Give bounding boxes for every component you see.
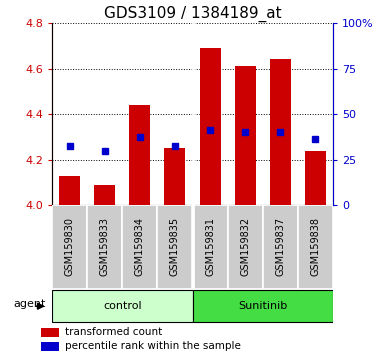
Bar [305, 150, 326, 205]
Text: GSM159835: GSM159835 [170, 217, 180, 276]
Text: GSM159831: GSM159831 [205, 217, 215, 276]
Bar [235, 66, 256, 205]
Bar [228, 205, 263, 289]
Text: agent: agent [13, 299, 45, 309]
Bar [199, 48, 221, 205]
Bar [164, 148, 186, 205]
Bar [263, 205, 298, 289]
Bar [52, 290, 192, 322]
Bar [192, 290, 333, 322]
Text: Sunitinib: Sunitinib [238, 301, 287, 311]
Text: GSM159837: GSM159837 [275, 217, 285, 276]
Bar [94, 185, 115, 205]
Text: GSM159832: GSM159832 [240, 217, 250, 276]
Bar [41, 342, 59, 351]
Bar [298, 205, 333, 289]
Bar [59, 176, 80, 205]
Text: GSM159830: GSM159830 [65, 217, 75, 276]
Bar [122, 205, 157, 289]
Bar [52, 205, 87, 289]
Bar [270, 59, 291, 205]
Text: percentile rank within the sample: percentile rank within the sample [65, 342, 241, 352]
Text: control: control [103, 301, 142, 311]
Bar [129, 105, 150, 205]
Text: GSM159838: GSM159838 [310, 217, 320, 276]
Bar [192, 205, 228, 289]
Title: GDS3109 / 1384189_at: GDS3109 / 1384189_at [104, 5, 281, 22]
Text: transformed count: transformed count [65, 327, 163, 337]
Bar [87, 205, 122, 289]
Text: GSM159834: GSM159834 [135, 217, 145, 276]
Bar [41, 327, 59, 337]
Bar [157, 205, 192, 289]
Text: GSM159833: GSM159833 [100, 217, 110, 276]
